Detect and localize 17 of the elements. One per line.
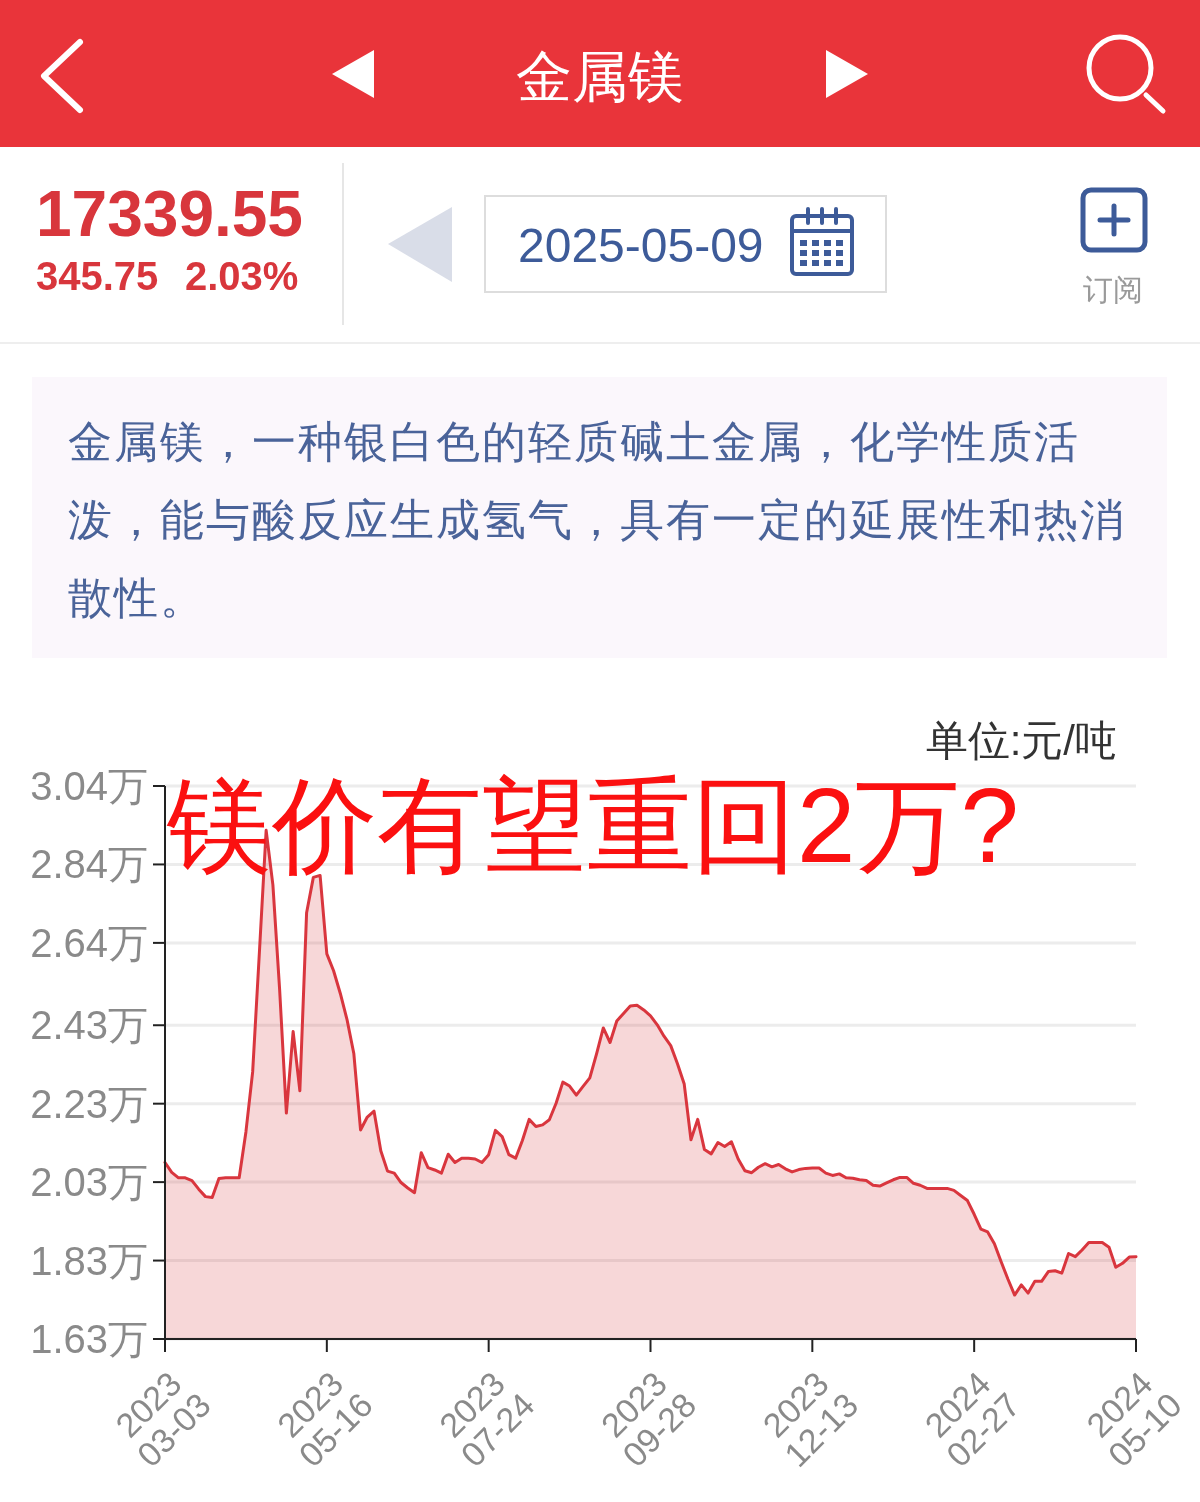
chart-title: 镁价有望重回2万?: [166, 767, 1019, 884]
text: 17339.55: [36, 178, 303, 250]
y-tick-label: 2.03万: [30, 1160, 148, 1205]
y-axis-title: 单位:元/吨: [925, 717, 1117, 764]
y-tick-label: 2.84万: [30, 842, 148, 887]
text: 订阅: [1083, 273, 1143, 306]
text: 金属镁，一种银白色的轻质碱土金属，化学性质活泼，能与酸反应生成氢气，具有一定的延展性和热消散性。: [68, 416, 1127, 624]
y-tick-label: 2.23万: [30, 1081, 148, 1126]
y-tick-label: 2.43万: [30, 1003, 148, 1048]
y-tick-label: 3.04万: [30, 764, 148, 808]
text: 345.75: [36, 254, 159, 298]
text: 2.03%: [185, 254, 299, 298]
y-tick-label: 1.63万: [30, 1317, 148, 1361]
text: 金属镁: [516, 45, 684, 108]
y-tick-label: 1.83万: [30, 1238, 148, 1283]
text: 2025-05-09: [518, 219, 764, 272]
y-tick-label: 2.64万: [30, 920, 148, 965]
